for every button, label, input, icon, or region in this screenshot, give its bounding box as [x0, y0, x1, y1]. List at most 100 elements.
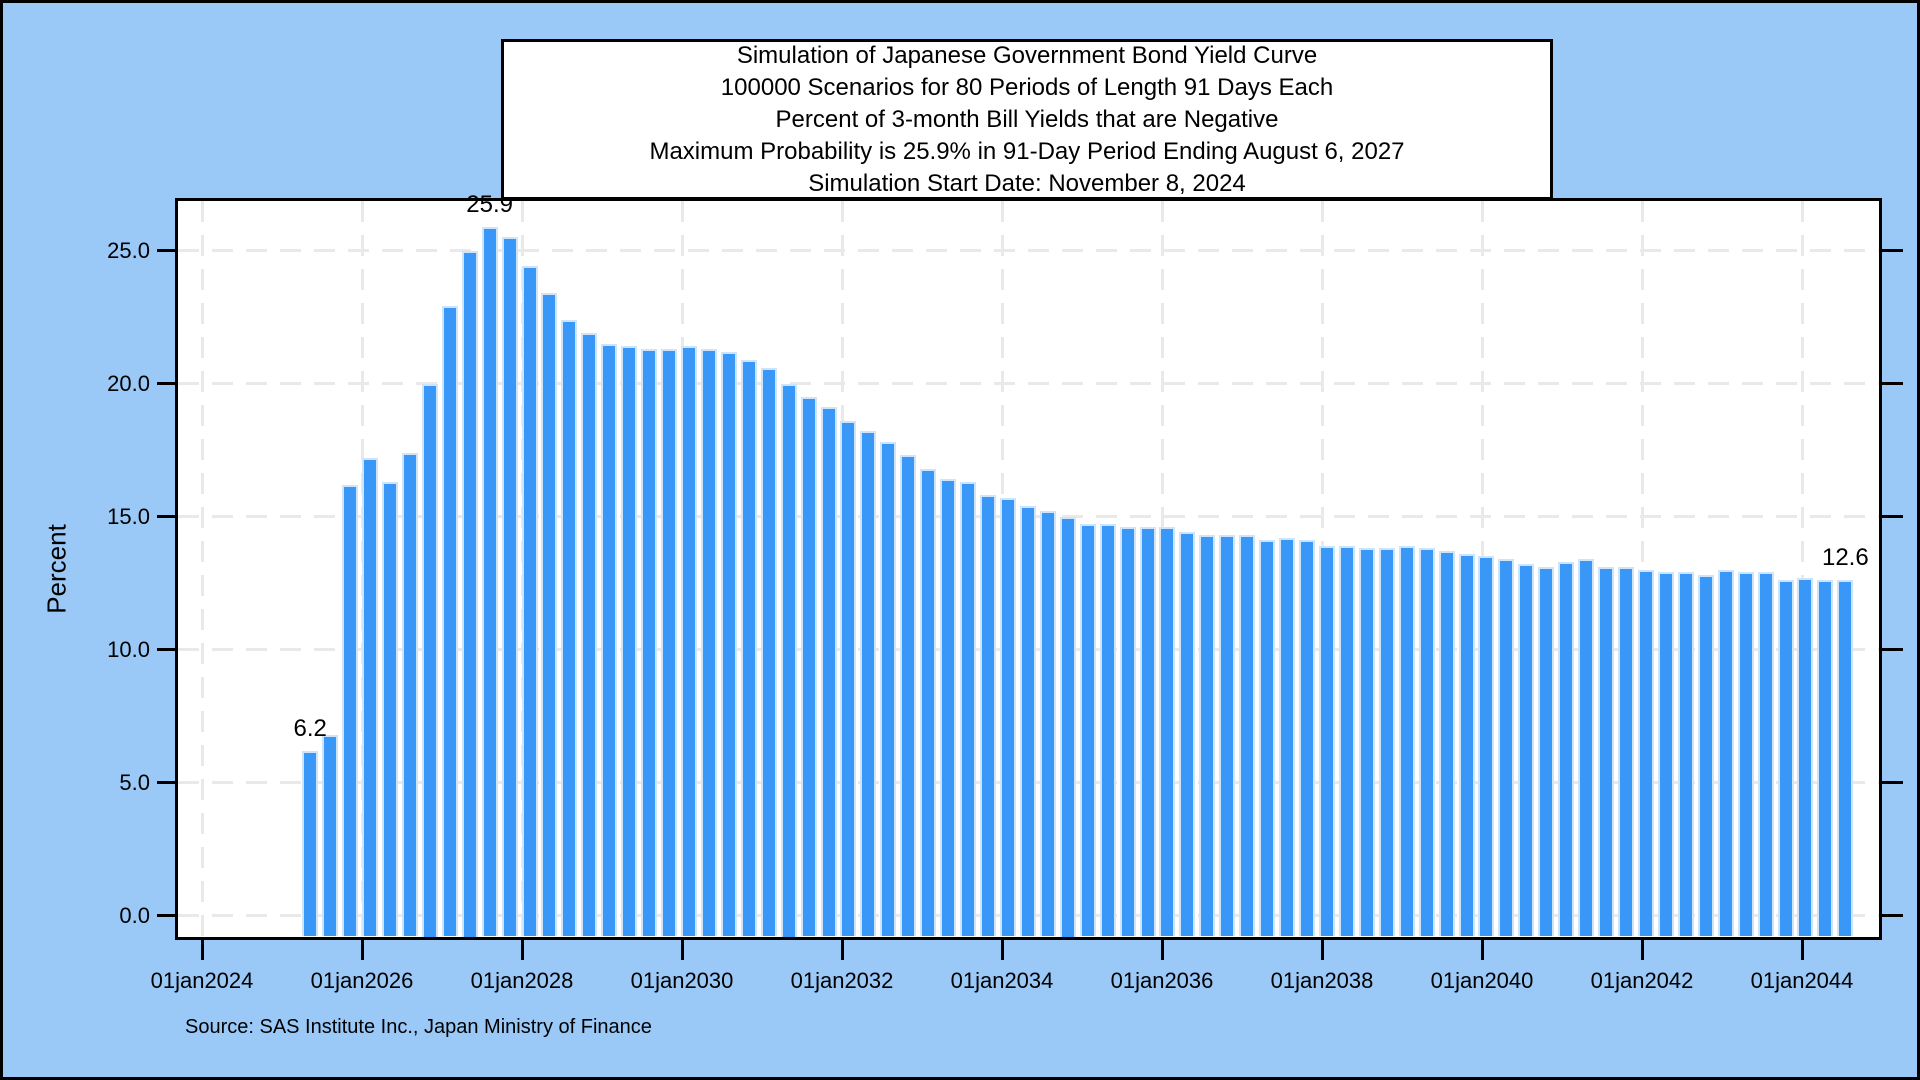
x-tick: [200, 940, 204, 960]
bar: [1637, 569, 1654, 937]
bar: [481, 226, 498, 937]
bar: [1458, 553, 1475, 937]
bar: [1657, 572, 1674, 937]
bar: [1478, 556, 1495, 937]
bar: [1438, 551, 1455, 937]
y-tick-left: [157, 914, 178, 917]
horizontal-gridline: [178, 382, 1879, 385]
bar: [421, 383, 438, 937]
y-tick-label: 25.0: [107, 237, 150, 263]
vertical-gridline: [1800, 201, 1804, 937]
bar: [1777, 580, 1794, 937]
y-tick-right: [1882, 781, 1903, 784]
bar: [800, 396, 817, 937]
x-tick: [1000, 940, 1004, 960]
bar: [1279, 537, 1296, 937]
y-tick-label: 5.0: [119, 769, 150, 795]
x-tick-label: 01jan2042: [1590, 968, 1694, 993]
bar: [621, 346, 638, 937]
bar: [780, 383, 797, 937]
y-tick-label: 20.0: [107, 370, 150, 396]
x-tick-label: 01jan2038: [1270, 968, 1374, 993]
bar: [700, 348, 717, 937]
bar: [581, 332, 598, 937]
bar: [541, 293, 558, 937]
bar: [641, 348, 658, 937]
y-tick-label: 0.0: [119, 902, 150, 928]
bar: [1757, 572, 1774, 937]
bar: [681, 346, 697, 937]
title-line: 100000 Scenarios for 80 Periods of Lengt…: [720, 73, 1334, 101]
y-tick-right: [1882, 382, 1903, 385]
bar: [1837, 580, 1854, 937]
bar: [501, 237, 518, 937]
bar: [1538, 567, 1555, 937]
bar: [322, 734, 339, 937]
bar: [1079, 524, 1096, 937]
x-tick-label: 01jan2028: [470, 968, 574, 993]
plot-inner: [178, 201, 1879, 937]
bar: [1139, 527, 1156, 937]
bar: [601, 343, 618, 937]
y-axis-title: Percent: [41, 524, 72, 614]
bar-value-annotation: 12.6: [1821, 544, 1869, 572]
bar: [840, 420, 857, 937]
bar: [1318, 545, 1335, 937]
y-tick-label: 10.0: [107, 636, 150, 662]
bar: [920, 468, 937, 937]
y-tick-left: [157, 515, 178, 518]
bar: [302, 750, 319, 937]
x-tick-label: 01jan2044: [1750, 968, 1854, 993]
bar: [1717, 569, 1734, 937]
bar: [880, 442, 897, 937]
bar: [461, 250, 478, 937]
y-tick-right: [1882, 648, 1903, 651]
bar: [760, 367, 777, 937]
x-tick: [1800, 940, 1804, 960]
bar: [1797, 577, 1814, 937]
x-tick-label: 01jan2032: [790, 968, 894, 993]
source-footnote: Source: SAS Institute Inc., Japan Minist…: [185, 1016, 652, 1038]
bar: [1259, 540, 1276, 937]
x-tick-label: 01jan2034: [950, 968, 1054, 993]
bar: [1398, 545, 1415, 937]
bar: [1219, 535, 1236, 937]
y-tick-left: [157, 648, 178, 651]
title-line: Simulation Start Date: November 8, 2024: [808, 169, 1246, 197]
bar: [860, 431, 877, 937]
bar: [401, 452, 418, 937]
bar: [940, 479, 957, 937]
bar: [561, 319, 578, 937]
bar: [1378, 548, 1395, 937]
bar: [1199, 535, 1216, 937]
title-line: Simulation of Japanese Government Bond Y…: [736, 41, 1318, 69]
x-tick-label: 01jan2030: [630, 968, 734, 993]
bar: [960, 481, 977, 937]
y-tick-right: [1882, 249, 1903, 252]
y-tick-right: [1882, 914, 1903, 917]
x-tick: [1320, 940, 1324, 960]
bar: [1059, 516, 1076, 937]
x-tick: [1640, 940, 1644, 960]
bar: [1558, 561, 1575, 937]
bar: [900, 455, 917, 937]
bar: [1119, 527, 1136, 937]
y-tick-right: [1882, 515, 1903, 518]
bar: [740, 359, 757, 937]
x-tick-label: 01jan2040: [1430, 968, 1534, 993]
bar: [1618, 567, 1635, 937]
x-tick-label: 01jan2036: [1110, 968, 1214, 993]
bar: [521, 266, 538, 937]
bar: [1498, 559, 1515, 937]
vertical-gridline: [200, 201, 204, 937]
horizontal-gridline: [178, 249, 1879, 252]
bar: [720, 351, 737, 937]
bar: [1159, 527, 1176, 937]
bar: [1737, 572, 1754, 937]
y-tick-left: [157, 382, 178, 385]
bar: [1299, 540, 1316, 937]
bar: [342, 484, 359, 937]
bar: [1418, 548, 1435, 937]
title-line: Maximum Probability is 25.9% in 91-Day P…: [649, 137, 1405, 165]
